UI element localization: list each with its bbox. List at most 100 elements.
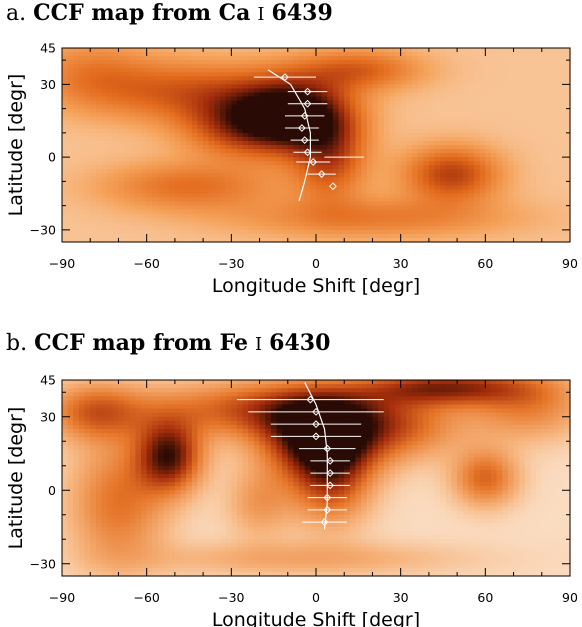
heatmap-cell: [62, 563, 69, 569]
heatmap-cell: [112, 408, 120, 414]
heatmap-cell: [536, 153, 543, 158]
heatmap-cell: [536, 217, 543, 223]
heatmap-cell: [191, 225, 199, 231]
heatmap-cell: [310, 64, 317, 69]
heatmap-cell: [372, 84, 379, 90]
heatmap-cell: [445, 116, 453, 122]
heatmap-cell: [84, 416, 91, 422]
heatmap-cell: [242, 197, 249, 203]
heatmap-cell: [457, 209, 464, 215]
heatmap-cell: [107, 527, 114, 532]
heatmap-cell: [84, 482, 91, 487]
heatmap-cell: [78, 543, 86, 549]
heatmap-cell: [378, 181, 385, 187]
heatmap-cell: [259, 112, 266, 118]
heatmap-cell: [197, 140, 204, 146]
heatmap-cell: [406, 92, 413, 98]
heatmap-cell: [310, 104, 317, 110]
heatmap-cell: [276, 120, 283, 126]
heatmap-cell: [101, 502, 108, 508]
heatmap-cell: [62, 185, 69, 191]
heatmap-cell: [78, 100, 86, 106]
heatmap-cell: [141, 173, 148, 178]
heatmap-cell: [101, 161, 108, 166]
heatmap-cell: [524, 169, 532, 174]
heatmap-cell: [530, 92, 537, 98]
heatmap-cell: [530, 233, 537, 239]
heatmap-cell: [553, 145, 560, 150]
heatmap-cell: [406, 221, 413, 227]
heatmap-cell: [90, 461, 97, 467]
heatmap-cell: [225, 100, 232, 106]
heatmap-cell: [135, 124, 142, 130]
heatmap-cell: [553, 112, 560, 118]
heatmap-cell: [146, 209, 153, 215]
heatmap-cell: [451, 128, 458, 134]
heatmap-cell: [411, 189, 419, 195]
heatmap-cell: [276, 96, 283, 102]
heatmap-cell: [378, 52, 385, 57]
heatmap-cell: [214, 181, 221, 187]
heatmap-cell: [372, 157, 379, 162]
heatmap-cell: [474, 124, 481, 130]
heatmap-cell: [231, 221, 238, 227]
heatmap-cell: [95, 559, 103, 565]
heatmap-cell: [169, 157, 176, 162]
heatmap-cell: [208, 229, 215, 235]
heatmap-cell: [519, 120, 526, 126]
heatmap-cell: [208, 173, 215, 178]
heatmap-cell: [564, 92, 571, 98]
heatmap-cell: [417, 100, 424, 106]
heatmap-cell: [276, 157, 283, 162]
heatmap-cell: [214, 153, 221, 158]
heatmap-cell: [135, 72, 142, 77]
heatmap-cell: [62, 498, 69, 504]
heatmap-cell: [169, 108, 176, 114]
heatmap-cell: [411, 56, 419, 61]
heatmap-cell: [372, 116, 379, 122]
heatmap-cell: [276, 92, 283, 98]
heatmap-cell: [536, 173, 543, 178]
heatmap-cell: [383, 108, 390, 114]
heatmap-cell: [101, 433, 108, 438]
heatmap-cell: [67, 449, 74, 455]
heatmap-cell: [62, 441, 69, 446]
heatmap-cell: [107, 518, 114, 524]
heatmap-cell: [135, 233, 142, 239]
heatmap-cell: [406, 185, 413, 191]
heatmap-cell: [95, 48, 103, 53]
heatmap-cell: [445, 229, 453, 235]
heatmap-cell: [445, 108, 453, 114]
heatmap-cell: [118, 68, 125, 73]
heatmap-cell: [287, 136, 295, 142]
heatmap-cell: [513, 104, 520, 110]
heatmap-cell: [84, 64, 91, 69]
heatmap-cell: [536, 193, 543, 199]
heatmap-cell: [530, 149, 537, 154]
heatmap-cell: [372, 112, 379, 118]
heatmap-cell: [129, 56, 136, 61]
heatmap-cell: [479, 124, 486, 130]
heatmap-cell: [502, 149, 509, 154]
heatmap-cell: [389, 181, 396, 187]
heatmap-cell: [62, 420, 69, 426]
heatmap-cell: [553, 221, 560, 227]
heatmap-cell: [124, 120, 131, 126]
heatmap-cell: [372, 76, 379, 81]
heatmap-cell: [169, 161, 176, 166]
heatmap-cell: [547, 48, 554, 53]
heatmap-cell: [378, 88, 385, 94]
heatmap-cell: [265, 124, 272, 130]
heatmap-cell: [62, 388, 69, 393]
heatmap-cell: [107, 124, 114, 130]
heatmap-cell: [169, 197, 176, 203]
heatmap-cell: [265, 149, 272, 154]
heatmap-cell: [361, 169, 368, 174]
heatmap-cell: [434, 132, 441, 138]
heatmap-cell: [428, 233, 436, 239]
heatmap-cell: [541, 181, 549, 187]
heatmap-cell: [203, 136, 210, 142]
heatmap-cell: [101, 535, 108, 540]
heatmap-cell: [95, 173, 103, 178]
heatmap-cell: [95, 567, 103, 573]
